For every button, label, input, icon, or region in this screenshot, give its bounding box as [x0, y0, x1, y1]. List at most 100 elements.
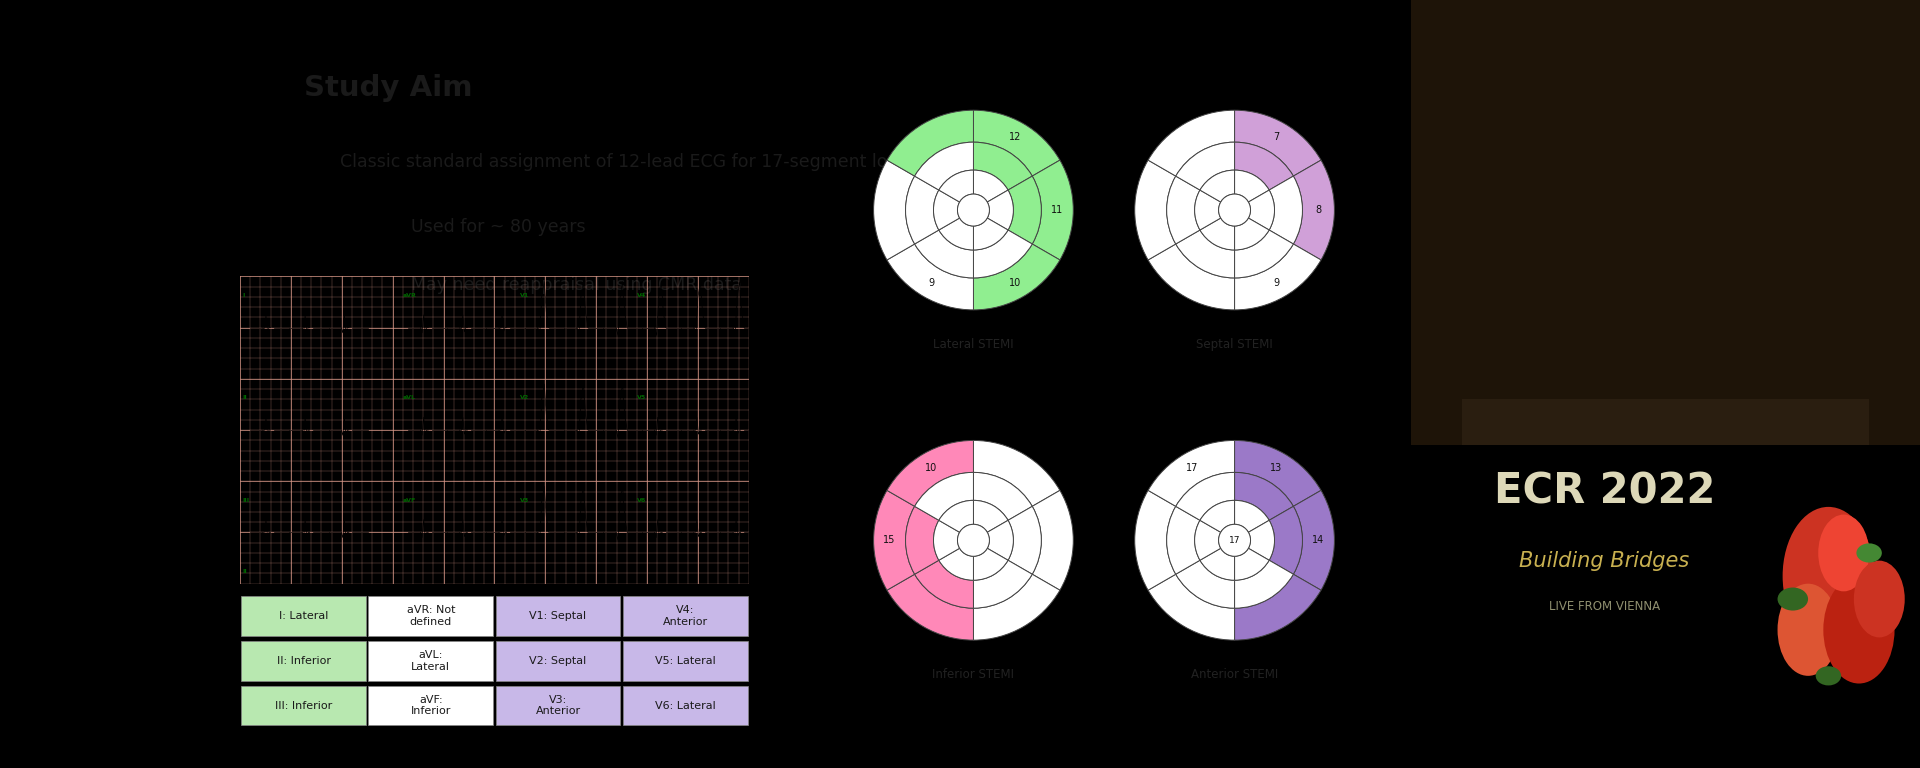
Text: V6: Lateral: V6: Lateral: [655, 700, 716, 710]
Text: 10: 10: [925, 462, 937, 472]
Ellipse shape: [1816, 667, 1841, 685]
Wedge shape: [906, 176, 939, 244]
Circle shape: [1782, 507, 1874, 645]
Wedge shape: [1148, 244, 1235, 310]
Wedge shape: [939, 170, 973, 202]
Bar: [1463, 399, 1868, 445]
Wedge shape: [939, 501, 973, 532]
Circle shape: [958, 525, 989, 556]
Text: III: III: [242, 498, 250, 503]
Wedge shape: [1235, 110, 1321, 176]
Wedge shape: [1008, 506, 1041, 574]
Wedge shape: [1235, 501, 1269, 532]
Circle shape: [1824, 576, 1895, 684]
Wedge shape: [987, 521, 1014, 561]
Text: II: II: [242, 396, 248, 400]
Wedge shape: [933, 521, 960, 561]
Text: aVL:
Lateral: aVL: Lateral: [411, 650, 451, 671]
Text: aVR: Not
defined: aVR: Not defined: [407, 605, 455, 627]
Wedge shape: [1033, 491, 1073, 590]
FancyBboxPatch shape: [369, 641, 493, 680]
Text: 12: 12: [1010, 132, 1021, 142]
Text: V1: Septal: V1: Septal: [530, 611, 588, 621]
Text: 15: 15: [883, 535, 897, 545]
Text: III: Inferior: III: Inferior: [275, 700, 332, 710]
Wedge shape: [1235, 170, 1269, 202]
Wedge shape: [1175, 561, 1235, 608]
Wedge shape: [914, 142, 973, 190]
Wedge shape: [987, 190, 1014, 230]
Wedge shape: [1008, 176, 1041, 244]
Wedge shape: [874, 161, 914, 260]
Bar: [1411, 0, 1920, 445]
Wedge shape: [973, 170, 1008, 202]
Wedge shape: [1175, 230, 1235, 278]
Wedge shape: [1235, 561, 1294, 608]
FancyBboxPatch shape: [622, 641, 747, 680]
Text: 11: 11: [1050, 205, 1064, 215]
Wedge shape: [887, 574, 973, 641]
Text: Classic standard assignment of 12-lead ECG for 17-segment location of MI: Classic standard assignment of 12-lead E…: [340, 153, 989, 171]
FancyBboxPatch shape: [242, 641, 367, 680]
Text: aVR: aVR: [403, 293, 417, 298]
FancyBboxPatch shape: [242, 686, 367, 725]
Wedge shape: [973, 548, 1008, 581]
Wedge shape: [973, 472, 1033, 521]
Circle shape: [1818, 515, 1870, 591]
Text: 17: 17: [1187, 462, 1198, 472]
Wedge shape: [1235, 441, 1321, 506]
Wedge shape: [874, 490, 914, 590]
Text: V6: V6: [637, 498, 647, 503]
FancyBboxPatch shape: [622, 596, 747, 636]
Text: II: Inferior: II: Inferior: [276, 656, 330, 666]
Wedge shape: [1135, 161, 1175, 260]
Wedge shape: [887, 110, 973, 176]
Text: 13: 13: [1271, 462, 1283, 472]
Wedge shape: [1194, 521, 1221, 561]
Text: 9: 9: [1273, 278, 1279, 288]
Text: V5: V5: [637, 396, 647, 400]
Text: V2: V2: [520, 396, 530, 400]
Text: Study Aim: Study Aim: [303, 74, 472, 101]
Wedge shape: [1175, 472, 1235, 521]
Wedge shape: [973, 230, 1033, 278]
Text: aVF: aVF: [403, 498, 417, 503]
Text: V1: V1: [520, 293, 530, 298]
Wedge shape: [1200, 218, 1235, 250]
Circle shape: [1219, 194, 1250, 226]
FancyBboxPatch shape: [369, 686, 493, 725]
Wedge shape: [1194, 190, 1221, 230]
Text: ECR 2022: ECR 2022: [1494, 471, 1715, 512]
Wedge shape: [1294, 491, 1334, 590]
Wedge shape: [1235, 244, 1321, 310]
Wedge shape: [1200, 501, 1235, 532]
Wedge shape: [973, 218, 1008, 250]
FancyBboxPatch shape: [369, 596, 493, 636]
Wedge shape: [973, 501, 1008, 532]
Text: Used for ~ 80 years: Used for ~ 80 years: [411, 218, 586, 236]
Wedge shape: [1235, 574, 1321, 641]
Wedge shape: [887, 244, 973, 310]
Text: aVL: aVL: [403, 396, 417, 400]
Wedge shape: [1294, 161, 1334, 260]
Wedge shape: [1175, 142, 1235, 190]
Text: V3: V3: [520, 498, 530, 503]
Text: V3:
Anterior: V3: Anterior: [536, 695, 580, 717]
Wedge shape: [1135, 490, 1175, 590]
FancyBboxPatch shape: [495, 596, 620, 636]
Wedge shape: [1033, 161, 1073, 260]
Wedge shape: [1248, 521, 1275, 561]
Text: LIVE FROM VIENNA: LIVE FROM VIENNA: [1549, 601, 1661, 613]
Wedge shape: [914, 230, 973, 278]
Wedge shape: [1269, 506, 1302, 574]
Text: 17: 17: [1229, 536, 1240, 545]
Text: Lateral STEMI: Lateral STEMI: [933, 338, 1014, 351]
Text: V5: Lateral: V5: Lateral: [655, 656, 716, 666]
Wedge shape: [914, 472, 973, 521]
Text: Anterior STEMI: Anterior STEMI: [1190, 668, 1279, 681]
Wedge shape: [1148, 574, 1235, 641]
Ellipse shape: [1778, 588, 1809, 611]
Wedge shape: [1200, 548, 1235, 581]
Circle shape: [1219, 525, 1250, 556]
Ellipse shape: [1857, 544, 1882, 562]
